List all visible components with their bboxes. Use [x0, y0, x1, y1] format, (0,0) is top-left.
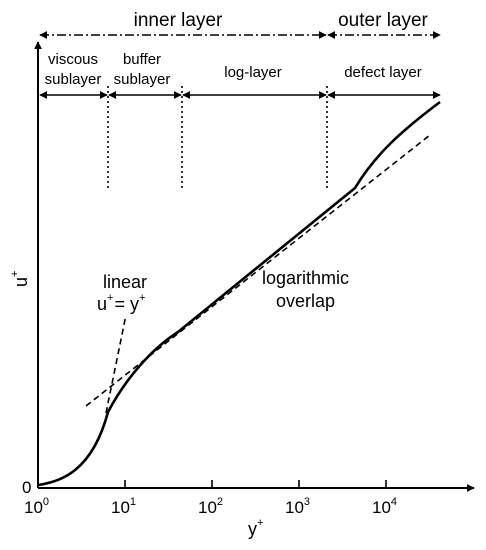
inner-layer-label: inner layer — [134, 10, 223, 31]
velocity-profile-curve — [37, 100, 441, 487]
region-labels: viscous sublayer buffer sublayer log-lay… — [45, 51, 422, 88]
x-tick-labels: 100 101 102 103 104 — [24, 496, 397, 517]
log-layer-label: log-layer — [224, 64, 282, 81]
defect-layer-label: defect layer — [344, 64, 422, 81]
linear-dashed-line — [105, 314, 127, 414]
viscous-sublayer-label-2: sublayer — [45, 71, 102, 88]
x-tick-label-4: 104 — [372, 496, 397, 517]
region-boundaries — [107, 86, 328, 190]
overlap-label: overlap — [276, 291, 335, 311]
y-origin-label: 0 — [22, 478, 31, 497]
x-tick-label-0: 100 — [24, 496, 49, 517]
buffer-sublayer-label-2: sublayer — [114, 71, 171, 88]
x-tick-label-3: 103 — [285, 496, 310, 517]
y-axis-label: u+ — [9, 271, 31, 287]
buffer-sublayer-label-1: buffer — [123, 51, 161, 68]
outer-layer-label: outer layer — [338, 10, 428, 31]
annotations: linear u+= y+ logarithmic overlap — [97, 268, 349, 314]
linear-equation: u+= y+ — [97, 292, 145, 314]
viscous-sublayer-label-1: viscous — [48, 51, 98, 68]
logarithmic-label: logarithmic — [262, 268, 349, 288]
axes — [34, 41, 475, 492]
linear-label: linear — [103, 272, 147, 292]
log-dashed-line — [85, 134, 431, 407]
top-brackets: inner layer outer layer — [39, 10, 441, 39]
x-tick-label-1: 101 — [111, 496, 136, 517]
x-axis-label: y+ — [248, 517, 263, 539]
x-tick-label-2: 102 — [198, 496, 223, 517]
